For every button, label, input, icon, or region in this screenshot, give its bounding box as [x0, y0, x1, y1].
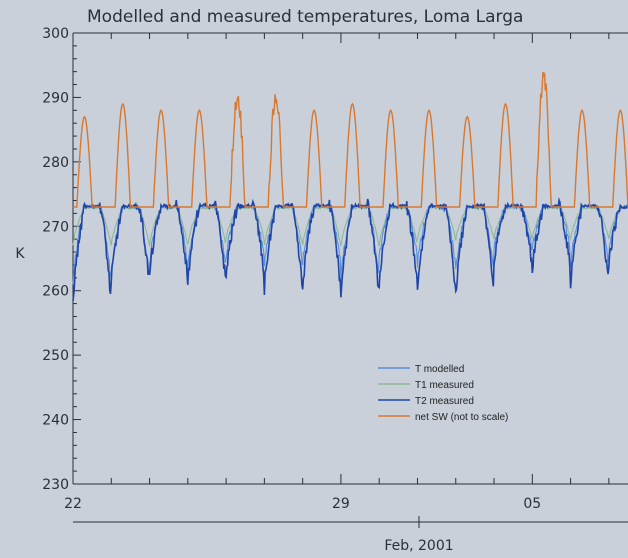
legend-label: T modelled	[415, 364, 464, 375]
y-tick-label: 240	[42, 413, 69, 429]
y-tick-label: 260	[42, 284, 69, 300]
x-tick-label: 22	[64, 496, 82, 512]
x-tick-label: 29	[332, 496, 350, 512]
y-tick-label: 290	[42, 90, 69, 106]
y-tick-label: 230	[42, 477, 69, 493]
plot-area	[72, 71, 628, 301]
axes: 230 240 250 260 270 280 290 300 22 29 05	[42, 26, 628, 528]
legend: T modelled T1 measured T2 measured net SW (…	[378, 364, 508, 423]
series-line-2	[72, 196, 628, 301]
y-tick-label: 250	[42, 348, 69, 364]
legend-label: net SW (not to scale)	[415, 412, 508, 423]
y-axis-label: K	[15, 246, 25, 262]
y-tick-label: 270	[42, 219, 69, 235]
legend-label: T1 measured	[415, 380, 474, 391]
chart-title: Modelled and measured temperatures, Loma…	[87, 7, 523, 27]
legend-label: T2 measured	[415, 396, 474, 407]
x-axis-label: Feb, 2001	[384, 538, 453, 554]
x-tick-label: 05	[523, 496, 541, 512]
y-tick-label: 280	[42, 155, 69, 171]
series-line-3	[73, 71, 628, 208]
y-tick-label: 300	[42, 26, 69, 42]
